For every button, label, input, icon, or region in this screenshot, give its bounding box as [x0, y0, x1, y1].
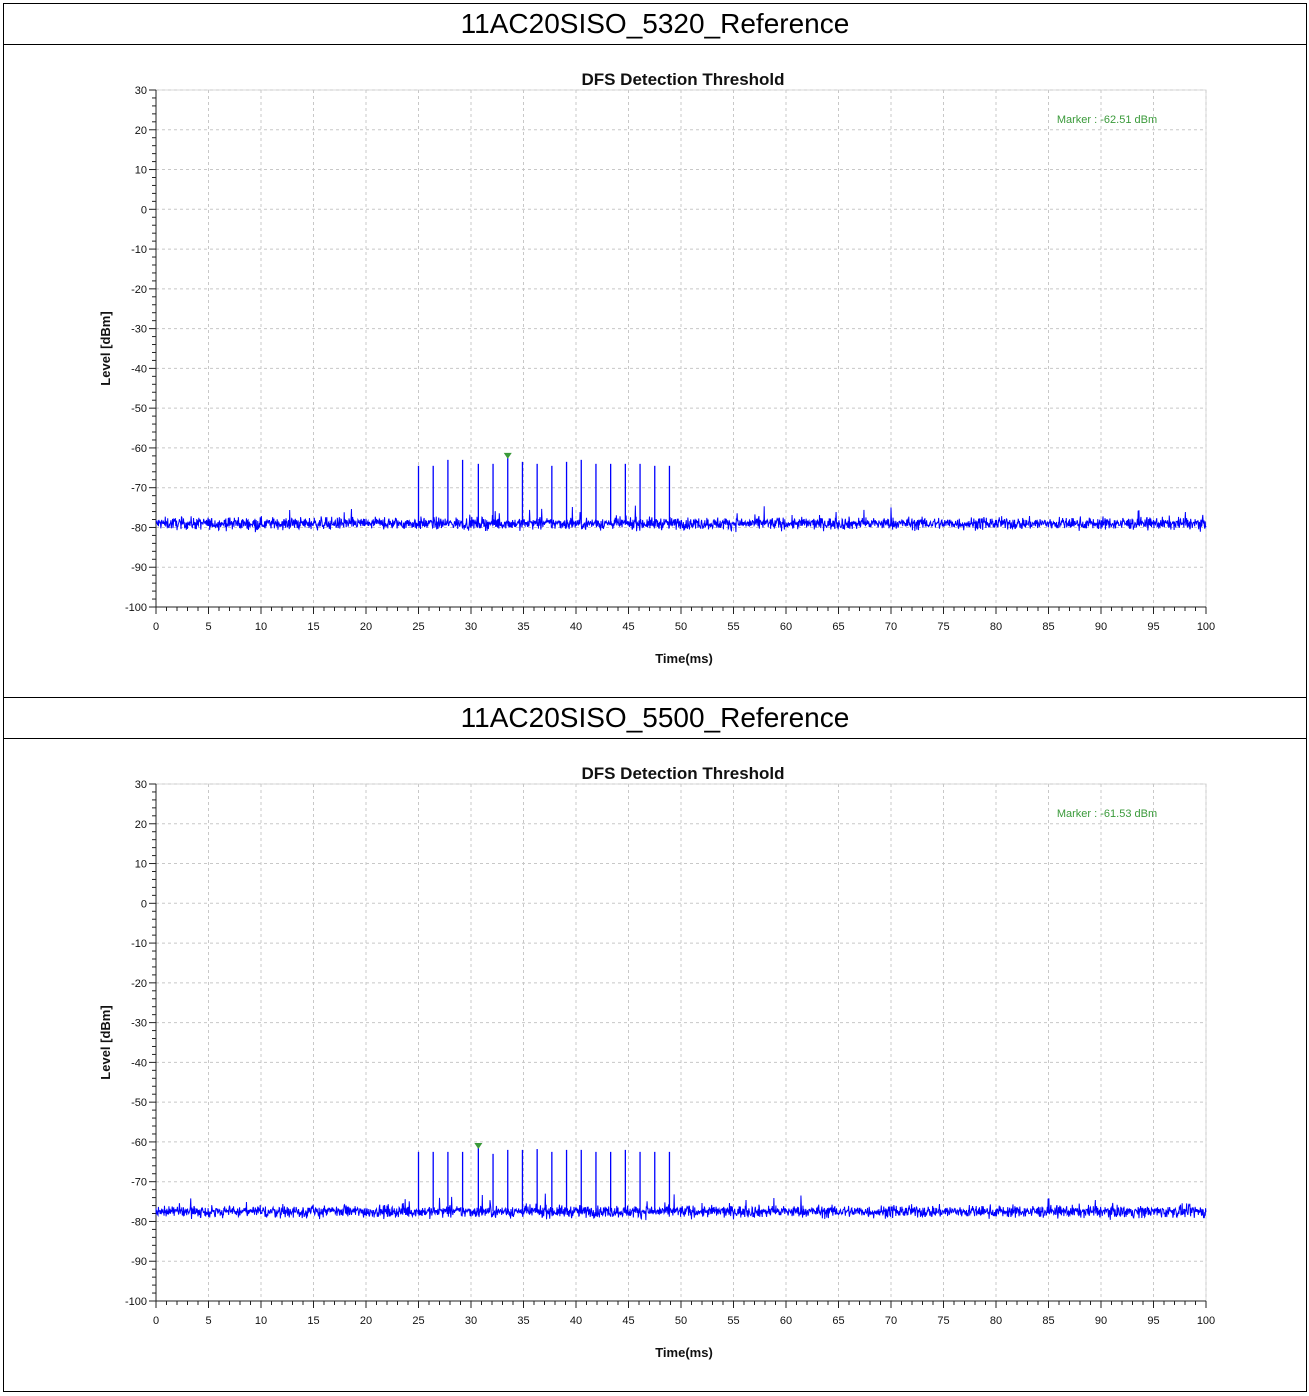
x-tick-label: 95 — [1147, 621, 1159, 633]
x-tick-label: 65 — [832, 621, 844, 633]
x-tick-label: 65 — [832, 1315, 844, 1327]
y-tick-label: -10 — [131, 938, 147, 950]
marker-readout: Marker : -61.53 dBm — [1057, 808, 1157, 820]
y-tick-label: -10 — [131, 244, 147, 256]
x-tick-label: 35 — [517, 1315, 529, 1327]
x-tick-label: 90 — [1095, 1315, 1107, 1327]
dfs-chart-2: 0 5 10 15 20 25 30 35 40 45 50 55 60 65 70 75 80 85 90 95 10… — [98, 764, 1215, 1360]
y-tick-label: -50 — [131, 403, 147, 415]
x-tick-label: 40 — [570, 621, 582, 633]
x-tick-label: 0 — [153, 621, 159, 633]
y-tick-label: 20 — [135, 125, 147, 137]
pulse-series — [417, 1147, 671, 1212]
x-tick-label: 25 — [412, 621, 424, 633]
chart-header-1: 11AC20SISO_5320_Reference — [3, 3, 1307, 45]
y-tick-label: 30 — [135, 85, 147, 97]
x-tick-label: 15 — [307, 621, 319, 633]
x-tick-label: 100 — [1197, 621, 1215, 633]
x-tick-label: 25 — [412, 1315, 424, 1327]
x-tick-label: 0 — [153, 1315, 159, 1327]
noise-trace — [155, 505, 1207, 533]
chart-title: DFS Detection Threshold — [581, 764, 784, 783]
y-tick-label: -70 — [131, 483, 147, 495]
y-tick-label: -60 — [131, 443, 147, 455]
x-axis-label: Time(ms) — [655, 651, 713, 666]
y-tick-label: -20 — [131, 284, 147, 296]
x-tick-label: 45 — [622, 1315, 634, 1327]
y-tick-label: -90 — [131, 1256, 147, 1268]
marker-triangle-icon — [474, 1143, 483, 1150]
x-tick-label: 20 — [360, 621, 372, 633]
y-tick-label: -100 — [125, 1296, 147, 1308]
x-tick-label: 75 — [937, 621, 949, 633]
x-tick-label: 55 — [727, 621, 739, 633]
x-tick-label: 70 — [885, 1315, 897, 1327]
y-tick-label: -80 — [131, 522, 147, 534]
x-tick-label: 90 — [1095, 621, 1107, 633]
grid — [156, 89, 1207, 607]
y-tick-label: -70 — [131, 1177, 147, 1189]
x-tick-label: 80 — [990, 1315, 1002, 1327]
x-tick-label: 70 — [885, 621, 897, 633]
y-tick-label: -30 — [131, 1018, 147, 1030]
x-tick-label: 50 — [675, 1315, 687, 1327]
x-tick-label: 50 — [675, 621, 687, 633]
x-tick-label: 40 — [570, 1315, 582, 1327]
y-tick-label: -60 — [131, 1137, 147, 1149]
y-tick-label: -90 — [131, 562, 147, 574]
chart-cell-2: 0 5 10 15 20 25 30 35 40 45 50 55 60 65 70 75 80 85 90 95 10… — [3, 738, 1307, 1392]
chart-title: DFS Detection Threshold — [581, 70, 784, 89]
x-tick-label: 10 — [255, 1315, 267, 1327]
chart-header-2: 11AC20SISO_5500_Reference — [3, 697, 1307, 739]
noise-trace — [155, 1193, 1207, 1221]
x-tick-label: 75 — [937, 1315, 949, 1327]
y-tick-label: -30 — [131, 324, 147, 336]
marker-triangle-icon — [503, 452, 512, 459]
y-tick-label: -40 — [131, 363, 147, 375]
y-tick-label: -80 — [131, 1216, 147, 1228]
x-tick-label: 5 — [205, 621, 211, 633]
y-tick-label: -40 — [131, 1057, 147, 1069]
y-tick-label: 10 — [135, 165, 147, 177]
report-table: 11AC20SISO_5320_Reference 0 5 10 15 20 25 30 35… — [3, 3, 1307, 1392]
x-tick-label: 100 — [1197, 1315, 1215, 1327]
x-tick-label: 60 — [780, 1315, 792, 1327]
chart-cell-1: 0 5 10 15 20 25 30 35 40 45 50 55 60 65 70 75 80 85 90 95 10… — [3, 44, 1307, 698]
x-tick-label: 15 — [307, 1315, 319, 1327]
x-tick-label: 35 — [517, 621, 529, 633]
x-tick-label: 85 — [1042, 1315, 1054, 1327]
x-tick-label: 55 — [727, 1315, 739, 1327]
y-tick-label: -50 — [131, 1097, 147, 1109]
x-axis-label: Time(ms) — [655, 1345, 713, 1360]
x-tick-label: 60 — [780, 621, 792, 633]
y-tick-label: -100 — [125, 602, 147, 614]
x-tick-label: 30 — [465, 1315, 477, 1327]
pulse-series — [417, 457, 671, 524]
y-tick-label: 0 — [141, 898, 147, 910]
dfs-chart-1: 0 5 10 15 20 25 30 35 40 45 50 55 60 65 70 75 80 85 90 95 10… — [98, 70, 1215, 666]
y-tick-label: 30 — [135, 779, 147, 791]
y-tick-label: -20 — [131, 978, 147, 990]
y-axis-label: Level [dBm] — [98, 1005, 113, 1079]
x-tick-label: 20 — [360, 1315, 372, 1327]
x-tick-label: 5 — [205, 1315, 211, 1327]
y-tick-label: 20 — [135, 819, 147, 831]
x-tick-label: 95 — [1147, 1315, 1159, 1327]
y-tick-label: 10 — [135, 859, 147, 871]
x-tick-label: 45 — [622, 621, 634, 633]
x-tick-label: 30 — [465, 621, 477, 633]
x-tick-label: 85 — [1042, 621, 1054, 633]
x-tick-label: 10 — [255, 621, 267, 633]
marker-readout: Marker : -62.51 dBm — [1057, 114, 1157, 126]
y-axis-label: Level [dBm] — [98, 311, 113, 385]
grid — [156, 783, 1207, 1301]
y-tick-label: 0 — [141, 204, 147, 216]
x-tick-label: 80 — [990, 621, 1002, 633]
